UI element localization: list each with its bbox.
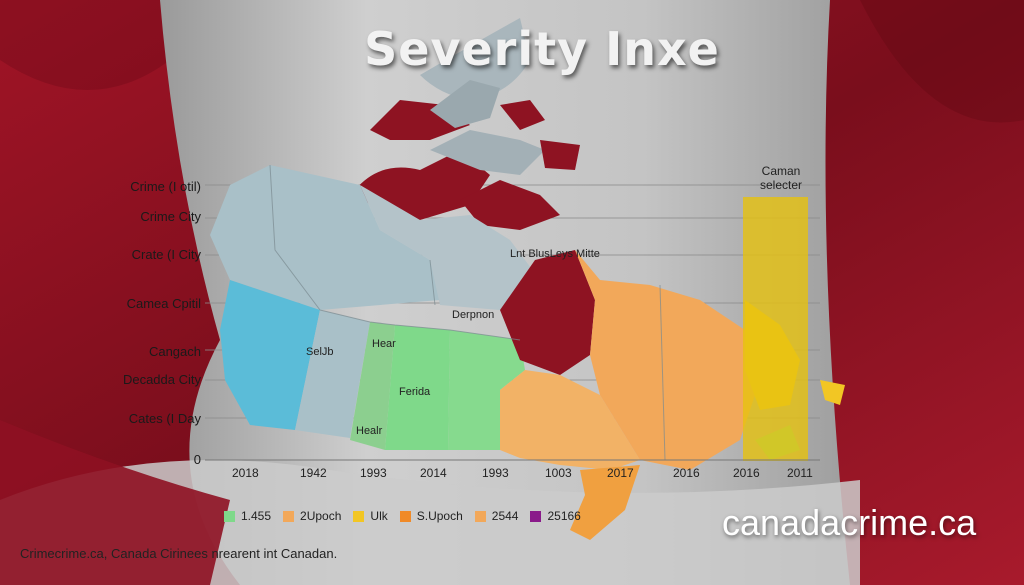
legend-label: 25166 (547, 509, 581, 523)
region-quebec (575, 250, 760, 470)
flag-red-lower-left (0, 420, 230, 585)
x-axis-label: 2018 (232, 466, 259, 480)
y-axis-label: Cates (I Day (128, 411, 201, 426)
x-axis-label: 2014 (420, 466, 447, 480)
region-alberta (295, 310, 370, 438)
legend-swatch (224, 510, 235, 522)
map-label-hear: Hear (372, 338, 396, 350)
legend-swatch (283, 510, 295, 522)
legend-swatch (399, 510, 411, 522)
page-title: Severity Inxe (364, 22, 720, 76)
x-axis-label: 2011 (787, 466, 813, 480)
region-ontario (500, 370, 640, 470)
legend-item[interactable]: 1.455 (224, 509, 271, 523)
legend-swatch (474, 510, 486, 522)
region-manitoba (385, 325, 450, 450)
legend-item[interactable]: 2Upoch (283, 509, 341, 523)
region-hudson-bay (500, 250, 595, 375)
footer-caption: Crimecrime.ca, Canada Cirinees nrearent … (20, 546, 338, 561)
flag-fold-right (860, 0, 1024, 123)
region-bc (220, 280, 320, 430)
y-axis-label: Decadda City (122, 372, 201, 387)
x-axis-label: 2017 (607, 466, 634, 480)
legend-item[interactable]: 2544 (474, 509, 519, 523)
region-manitoba-east (448, 330, 525, 450)
region-southern-ontario (570, 465, 640, 540)
legend-label: 2Upoch (300, 509, 342, 523)
legend-label: Ulk (370, 509, 388, 523)
region-yukon-nwt (210, 165, 440, 310)
legend-item[interactable]: S.Upoch (399, 509, 463, 523)
map-label-healr: Healr (356, 425, 383, 437)
y-axis-label: Cangach (148, 344, 201, 359)
x-axis-label: 1942 (300, 466, 327, 480)
legend-item[interactable]: Ulk (353, 509, 388, 523)
y-axis-label: Crime (I otil) (130, 179, 201, 194)
selector-label-line2: selecter (759, 178, 803, 192)
x-axis-label: 1993 (360, 466, 387, 480)
selector-label-line1: Caman (761, 164, 801, 178)
province-borders (269, 164, 666, 461)
legend-swatch (530, 510, 542, 522)
region-sask (350, 322, 395, 450)
selector-label: Caman selecter (736, 164, 826, 192)
region-nunavut (360, 185, 540, 310)
x-axis-label: 2016 (733, 466, 760, 480)
y-axis-label: Camea Cpitil (126, 296, 201, 311)
legend-label: S.Upoch (416, 509, 463, 523)
legend-label: 1.455 (241, 509, 272, 523)
y-axis-label: 0 (193, 452, 201, 467)
y-axis-label: Crate (I City (131, 247, 201, 262)
x-axis-label: 1993 (482, 466, 509, 480)
map-label-hudson: Lnt BlusLeys Mitte (510, 248, 600, 260)
legend: 1.455 2Upoch Ulk S.Upoch 2544 25166 (224, 509, 581, 523)
x-axis-label: 2016 (673, 466, 700, 480)
map-label-ferida: Ferida (399, 386, 431, 398)
legend-label: 2544 (491, 509, 519, 523)
legend-item[interactable]: 25166 (530, 509, 581, 523)
brand-logo-text: canadacrime.ca (722, 502, 977, 543)
selector-bar[interactable] (743, 197, 808, 461)
arctic-islands (355, 18, 580, 230)
x-axis-label: 1003 (545, 466, 572, 480)
y-axis-label: Crime City (140, 209, 201, 224)
flag-fold-left (0, 0, 190, 90)
region-newfoundland (820, 380, 845, 405)
map-label-selub: SelJb (306, 346, 334, 358)
legend-swatch (353, 510, 365, 522)
map-label-derpnon: Derpnon (452, 309, 495, 321)
